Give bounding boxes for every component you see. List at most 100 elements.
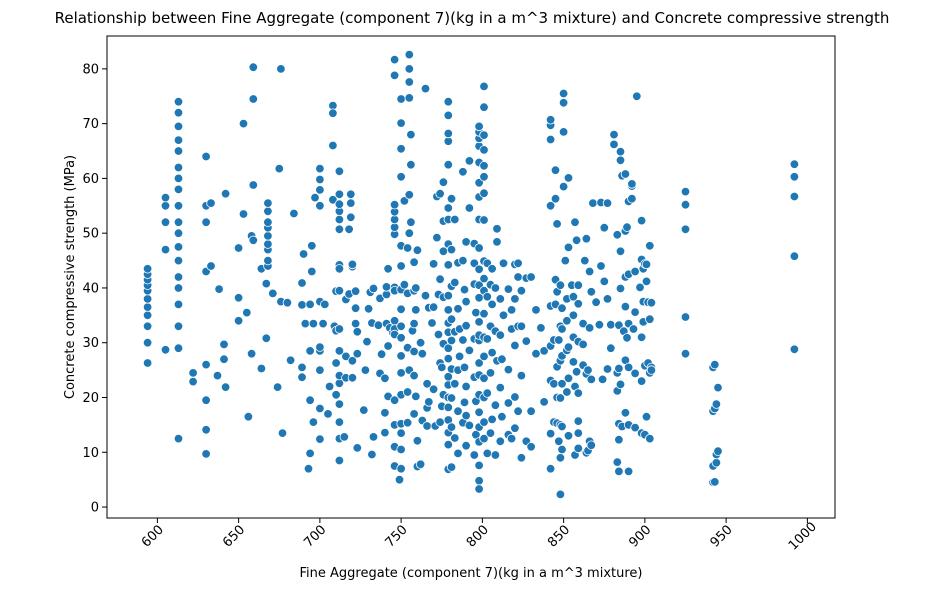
data-point-429 <box>506 433 517 444</box>
data-point-435 <box>513 406 523 416</box>
data-point-245 <box>411 391 421 402</box>
data-point-84 <box>277 428 288 438</box>
data-point-49 <box>219 354 229 364</box>
data-point-433 <box>510 294 520 304</box>
data-point-162 <box>352 327 363 337</box>
data-point-437 <box>513 272 523 282</box>
data-point-73 <box>263 239 273 249</box>
data-point-438 <box>513 258 523 269</box>
data-point-187 <box>389 70 400 81</box>
data-point-343 <box>464 203 475 213</box>
data-point-178 <box>380 373 390 384</box>
data-point-393 <box>479 102 489 112</box>
data-point-596 <box>636 215 647 226</box>
data-point-304 <box>443 110 454 121</box>
data-point-492 <box>558 98 569 108</box>
data-point-576 <box>623 466 634 477</box>
data-point-588 <box>630 307 640 317</box>
data-point-141 <box>334 199 345 209</box>
data-point-450 <box>531 305 541 315</box>
data-point-535 <box>586 287 597 297</box>
data-point-378 <box>479 417 489 427</box>
data-point-549 <box>609 139 619 150</box>
data-point-419 <box>497 412 507 422</box>
data-point-106 <box>315 365 325 375</box>
data-point-160 <box>352 443 363 453</box>
data-point-495 <box>562 387 572 397</box>
data-point-20 <box>173 283 184 293</box>
data-point-89 <box>297 300 307 310</box>
data-point-90 <box>297 362 307 373</box>
data-point-608 <box>645 241 655 251</box>
data-point-273 <box>435 274 445 284</box>
data-point-306 <box>446 462 457 472</box>
data-point-13 <box>160 217 171 227</box>
data-point-425 <box>503 364 514 375</box>
data-point-478 <box>555 453 566 463</box>
data-point-551 <box>612 457 623 467</box>
data-point-586 <box>630 422 640 433</box>
data-point-244 <box>409 257 419 267</box>
data-point-341 <box>464 345 475 356</box>
data-point-537 <box>591 297 601 307</box>
data-point-400 <box>485 428 496 438</box>
data-point-60 <box>246 349 257 359</box>
data-point-5 <box>142 294 153 304</box>
data-point-29 <box>173 162 184 173</box>
data-point-486 <box>557 379 567 389</box>
data-point-112 <box>315 174 325 185</box>
data-point-138 <box>334 224 345 235</box>
data-point-519 <box>573 299 584 309</box>
data-point-52 <box>220 188 231 199</box>
data-point-48 <box>214 284 224 294</box>
data-point-217 <box>396 172 406 182</box>
data-point-91 <box>297 372 307 382</box>
data-point-163 <box>359 405 369 415</box>
y-tick-label-80: 80 <box>82 62 99 77</box>
data-point-64 <box>248 94 259 104</box>
data-point-93 <box>300 318 311 329</box>
data-point-488 <box>557 324 567 334</box>
data-point-617 <box>680 224 691 235</box>
data-point-3 <box>142 310 153 321</box>
data-point-559 <box>614 320 624 330</box>
data-point-468 <box>550 193 561 204</box>
data-point-615 <box>680 349 691 359</box>
data-point-508 <box>568 292 579 302</box>
data-point-418 <box>495 294 506 304</box>
data-point-37 <box>201 449 211 459</box>
data-point-130 <box>334 399 345 409</box>
data-point-235 <box>406 129 416 140</box>
data-point-514 <box>573 443 584 454</box>
data-point-440 <box>516 453 527 463</box>
data-point-575 <box>622 222 632 232</box>
data-point-563 <box>615 146 626 157</box>
data-point-383 <box>479 309 489 319</box>
data-point-428 <box>506 305 517 315</box>
data-point-274 <box>435 188 445 199</box>
data-point-34 <box>173 96 184 107</box>
data-point-420 <box>497 354 507 364</box>
data-point-95 <box>305 448 315 459</box>
data-point-561 <box>615 283 626 294</box>
data-point-408 <box>490 450 501 460</box>
data-point-257 <box>422 379 432 389</box>
data-point-624 <box>710 477 720 487</box>
data-point-532 <box>584 266 595 277</box>
data-point-164 <box>360 365 371 375</box>
data-point-171 <box>368 432 379 442</box>
data-point-390 <box>479 161 489 171</box>
data-point-87 <box>289 208 299 219</box>
data-point-409 <box>490 400 501 410</box>
data-point-619 <box>680 186 691 197</box>
data-point-499 <box>563 431 574 441</box>
data-point-564 <box>615 155 626 166</box>
data-point-152 <box>346 189 356 200</box>
data-point-10 <box>142 264 153 274</box>
data-point-77 <box>263 206 273 217</box>
data-point-157 <box>350 318 361 329</box>
data-point-125 <box>331 358 341 368</box>
data-point-412 <box>492 237 502 247</box>
data-point-284 <box>443 439 454 450</box>
data-point-329 <box>458 167 468 177</box>
